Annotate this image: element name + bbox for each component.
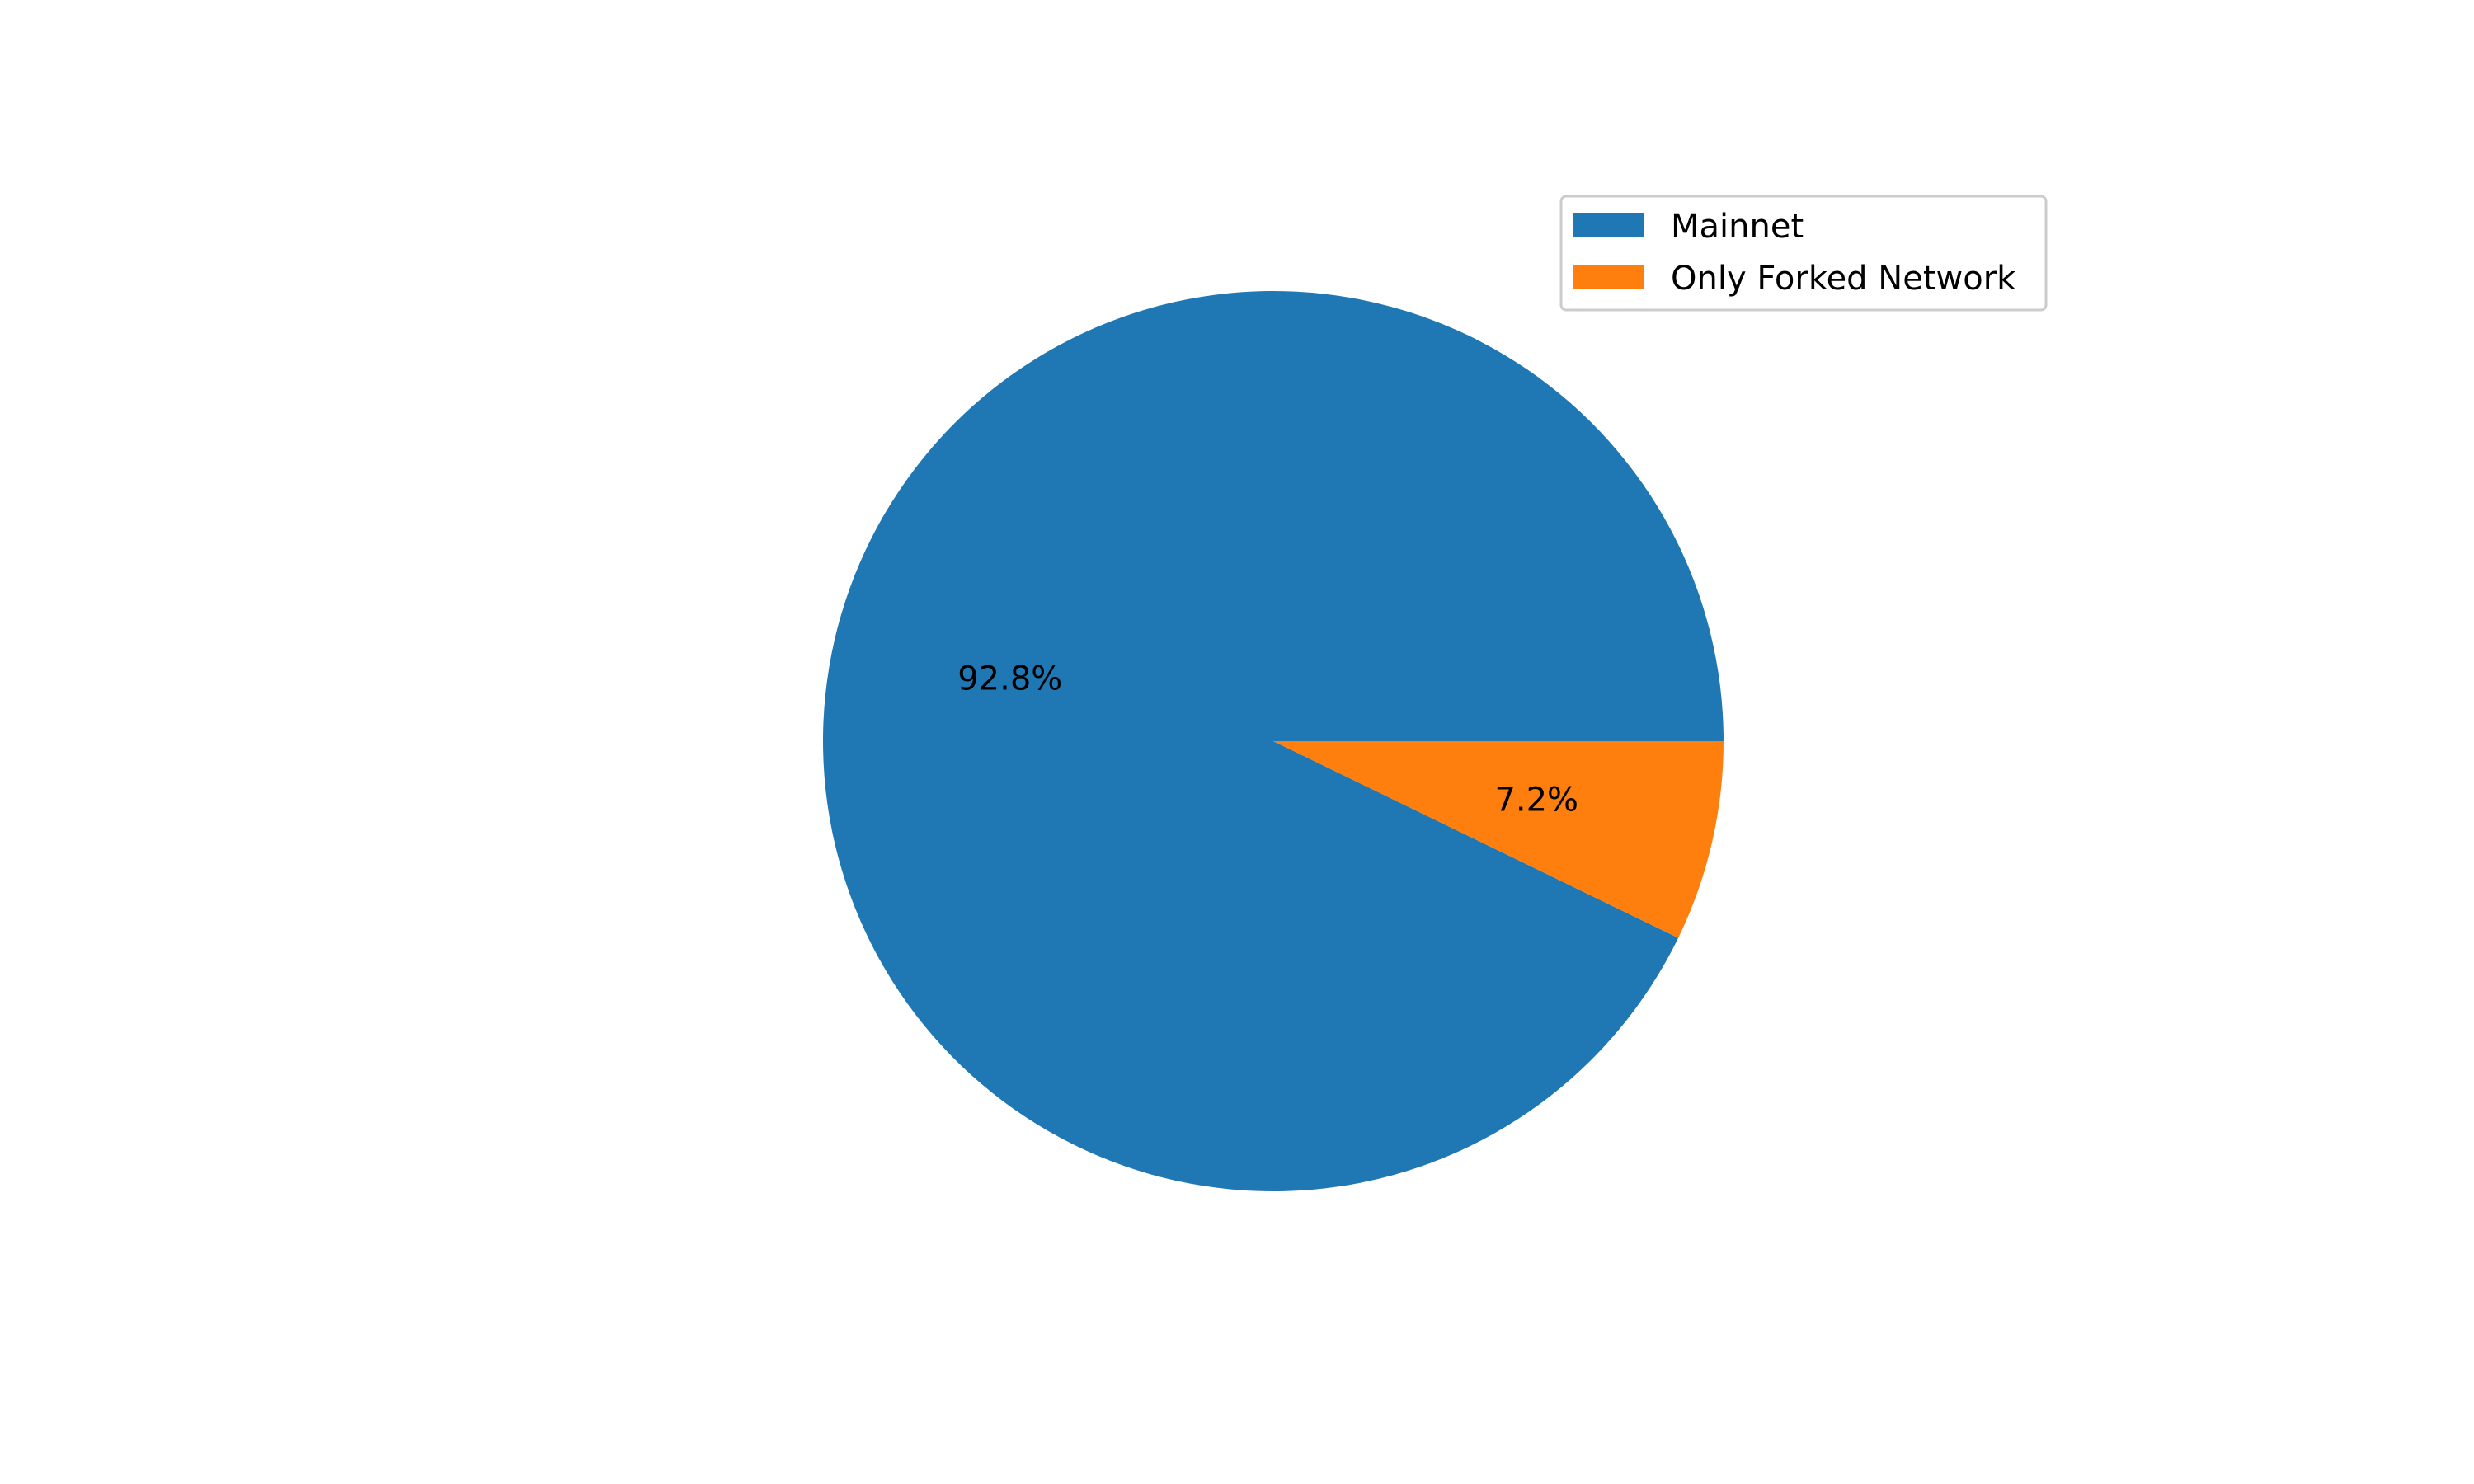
legend-swatch-only-forked-network [1573, 265, 1644, 289]
pie-slice-mainnet [823, 290, 1724, 1191]
pie-slice-only-forked-network [1273, 741, 1724, 938]
pie-value-label-mainnet: 92.8% [957, 660, 1062, 698]
legend-frame [1559, 195, 2048, 312]
legend-label-only-forked-network: Only Forked Network [1671, 260, 2016, 298]
pie-value-label-only-forked-network: 7.2% [1494, 781, 1578, 819]
pie-value-labels: 92.8% 7.2% [957, 660, 1578, 819]
legend: Mainnet Only Forked Network [1559, 195, 2048, 312]
legend-swatch-mainnet [1573, 213, 1644, 237]
pie-slices [823, 290, 1724, 1191]
legend-label-mainnet: Mainnet [1671, 208, 1804, 246]
